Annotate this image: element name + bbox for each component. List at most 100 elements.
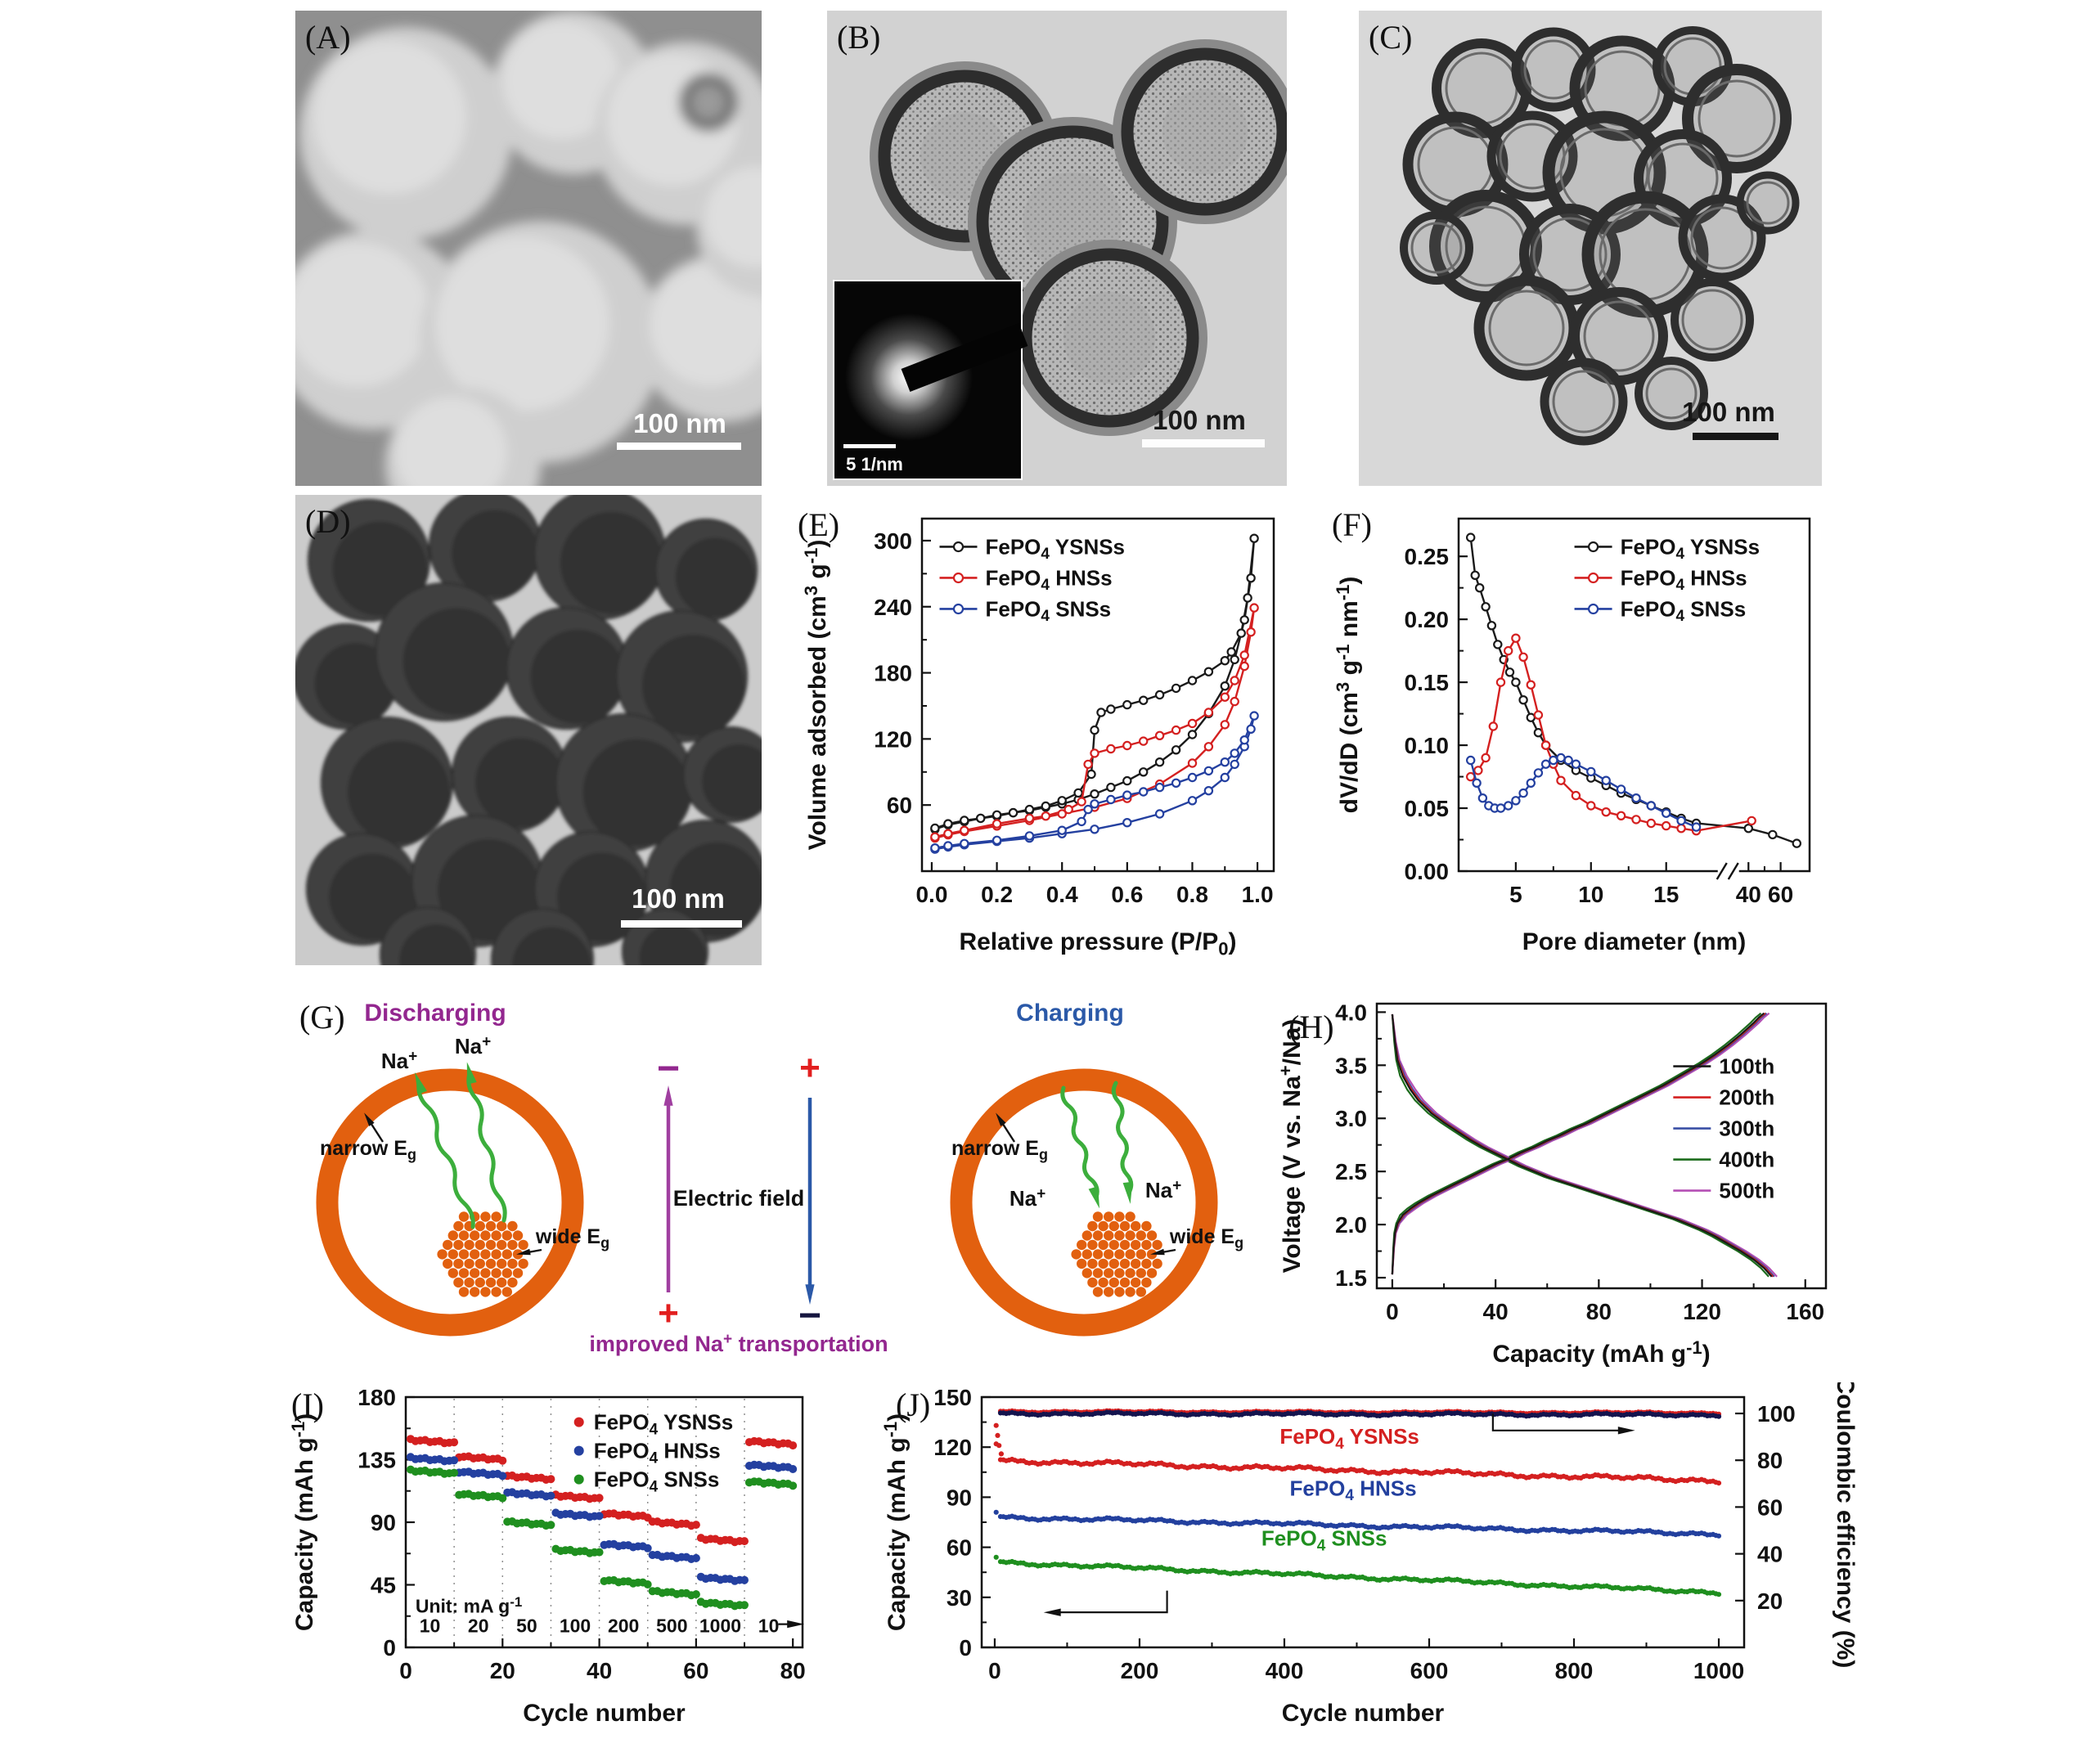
svg-text:FePO4 YSNSs: FePO4 YSNSs <box>1279 1424 1419 1453</box>
svg-text:Na+: Na+ <box>1145 1177 1181 1202</box>
svg-text:1000: 1000 <box>1693 1658 1744 1683</box>
svg-text:Cycle number: Cycle number <box>523 1700 686 1727</box>
svg-text:1.0: 1.0 <box>1242 882 1274 907</box>
svg-text:FePO4 SNSs: FePO4 SNSs <box>1261 1526 1387 1555</box>
svg-text:300th: 300th <box>1719 1117 1774 1141</box>
svg-text:Capacity (mAh g-1): Capacity (mAh g-1) <box>880 1413 911 1631</box>
svg-text:Pore diameter (nm): Pore diameter (nm) <box>1522 928 1746 955</box>
panel-label-f: (F) <box>1332 506 1372 543</box>
svg-text:100th: 100th <box>1719 1054 1774 1079</box>
svg-text:improved Na+ transportation: improved Na+ transportation <box>589 1331 888 1356</box>
panel-d-tem-image: 100 nm <box>295 495 762 965</box>
svg-text:200th: 200th <box>1719 1085 1774 1110</box>
svg-text:240: 240 <box>874 595 912 620</box>
svg-text:Capacity (mAh g-1): Capacity (mAh g-1) <box>1492 1337 1710 1368</box>
svg-text:15: 15 <box>1653 882 1679 907</box>
svg-text:60: 60 <box>1757 1494 1783 1520</box>
svg-text:0.8: 0.8 <box>1176 882 1208 907</box>
svg-text:80: 80 <box>1757 1448 1783 1473</box>
panel-c-tem-image: 100 nm <box>1359 11 1822 486</box>
svg-text:Capacity (mAh g-1): Capacity (mAh g-1) <box>288 1413 318 1631</box>
svg-text:100: 100 <box>560 1615 591 1636</box>
svg-text:wide Eg: wide Eg <box>535 1225 609 1251</box>
svg-text:FePO4 SNSs: FePO4 SNSs <box>594 1467 720 1496</box>
svg-text:600: 600 <box>1410 1658 1449 1683</box>
svg-text:40: 40 <box>1757 1542 1783 1567</box>
panel-label-h: (H) <box>1288 1009 1334 1045</box>
svg-text:0.15: 0.15 <box>1405 670 1450 695</box>
svg-text:400: 400 <box>1266 1658 1304 1683</box>
svg-text:800: 800 <box>1555 1658 1594 1683</box>
svg-text:Relative pressure (P/P0): Relative pressure (P/P0) <box>959 928 1236 959</box>
svg-text:10: 10 <box>758 1615 780 1636</box>
svg-text:FePO4 YSNSs: FePO4 YSNSs <box>986 534 1126 563</box>
svg-text:100 nm: 100 nm <box>1682 397 1775 427</box>
svg-text:2.5: 2.5 <box>1335 1159 1367 1184</box>
svg-text:200: 200 <box>608 1615 639 1636</box>
svg-text:180: 180 <box>357 1385 396 1410</box>
svg-text:90: 90 <box>371 1510 396 1535</box>
svg-text:80: 80 <box>1586 1299 1612 1324</box>
panel-label-a: (A) <box>305 19 351 56</box>
svg-text:3.5: 3.5 <box>1335 1053 1367 1078</box>
panel-label-c: (C) <box>1369 19 1413 56</box>
svg-text:wide Eg: wide Eg <box>1169 1225 1243 1251</box>
svg-text:0.0: 0.0 <box>915 882 947 907</box>
svg-text:0: 0 <box>959 1635 972 1660</box>
svg-text:150: 150 <box>933 1385 972 1410</box>
svg-text:60: 60 <box>947 1535 972 1561</box>
svg-text:400th: 400th <box>1719 1148 1774 1172</box>
svg-text:5: 5 <box>1509 882 1522 907</box>
panel-label-j: (J) <box>896 1386 931 1423</box>
svg-text:60: 60 <box>887 793 912 818</box>
svg-text:0.20: 0.20 <box>1405 607 1450 632</box>
svg-text:FePO4 YSNSs: FePO4 YSNSs <box>594 1410 734 1439</box>
chart-f-pore-size-distribution: 5 10 15 40 60 0.00 0.05 0.10 0.15 0.20 0.25 Pore di… <box>1333 517 1811 955</box>
svg-text:Discharging: Discharging <box>364 1000 506 1027</box>
svg-text:5 1/nm: 5 1/nm <box>846 454 903 474</box>
svg-text:60: 60 <box>1768 882 1793 907</box>
svg-text:Electric field: Electric field <box>673 1186 805 1211</box>
svg-text:Na+: Na+ <box>381 1048 417 1073</box>
svg-text:0.25: 0.25 <box>1405 544 1450 569</box>
svg-text:60: 60 <box>683 1658 708 1683</box>
svg-text:FePO4 HNSs: FePO4 HNSs <box>1621 565 1747 594</box>
svg-text:Cycle number: Cycle number <box>1282 1700 1445 1727</box>
panel-label-g: (G) <box>299 999 345 1036</box>
svg-text:1.5: 1.5 <box>1335 1265 1367 1291</box>
panel-label-b: (B) <box>837 19 881 56</box>
svg-text:Volume adsorbed (cm3 g-1): Volume adsorbed (cm3 g-1) <box>801 540 831 851</box>
svg-text:500: 500 <box>656 1615 687 1636</box>
svg-text:2.0: 2.0 <box>1335 1212 1367 1238</box>
svg-text:0: 0 <box>399 1658 412 1683</box>
svg-text:40: 40 <box>1736 882 1761 907</box>
svg-text:+: + <box>799 1048 821 1088</box>
svg-text:160: 160 <box>1786 1299 1824 1324</box>
svg-text:narrow Eg: narrow Eg <box>320 1137 416 1163</box>
svg-text:−: − <box>657 1047 680 1090</box>
svg-text:Na+: Na+ <box>1010 1185 1046 1211</box>
svg-text:500th: 500th <box>1719 1179 1774 1203</box>
svg-text:120: 120 <box>1683 1299 1721 1324</box>
svg-text:Na+: Na+ <box>455 1033 491 1058</box>
svg-text:10: 10 <box>1578 882 1603 907</box>
svg-text:50: 50 <box>516 1615 537 1636</box>
svg-text:180: 180 <box>874 661 912 686</box>
svg-text:FePO4 SNSs: FePO4 SNSs <box>1621 596 1747 625</box>
svg-text:0.4: 0.4 <box>1046 882 1078 907</box>
svg-text:200: 200 <box>1121 1658 1159 1683</box>
svg-text:300: 300 <box>874 528 912 554</box>
chart-e-adsorption-isotherms: 0.0 0.2 0.4 0.6 0.8 1.0 60 120 180 240 300 Relative… <box>801 517 1275 959</box>
svg-text:narrow Eg: narrow Eg <box>951 1137 1048 1163</box>
svg-text:0: 0 <box>1386 1299 1399 1324</box>
svg-text:100 nm: 100 nm <box>632 883 725 914</box>
svg-text:100 nm: 100 nm <box>633 408 726 438</box>
mechanism-diagram: Discharging Charging Na+ Na+ Na+ Na+ narrow Eg… <box>316 1000 1243 1356</box>
svg-text:FePO4 HNSs: FePO4 HNSs <box>594 1439 721 1467</box>
svg-text:0: 0 <box>988 1658 1001 1683</box>
svg-text:1000: 1000 <box>699 1615 741 1636</box>
svg-text:100: 100 <box>1757 1401 1796 1427</box>
chart-j-cycling-stability: 0 200 400 600 800 1000 0 30 60 90 120 150 20 40 60 80 10… <box>880 1382 1857 1727</box>
svg-text:FePO4 SNSs: FePO4 SNSs <box>986 596 1112 625</box>
